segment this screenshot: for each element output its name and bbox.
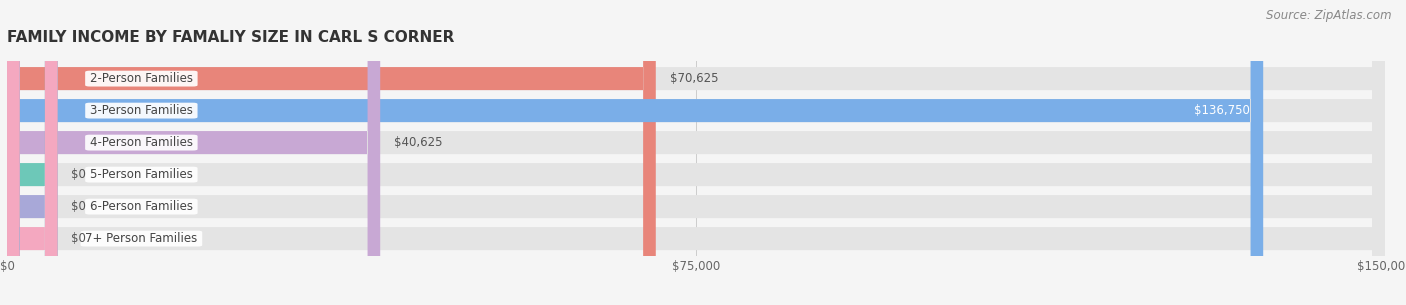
Text: $0: $0 [72,232,86,245]
FancyBboxPatch shape [7,0,58,305]
FancyBboxPatch shape [7,0,58,305]
FancyBboxPatch shape [7,0,655,305]
FancyBboxPatch shape [7,0,1385,305]
Text: 7+ Person Families: 7+ Person Families [86,232,197,245]
Text: 4-Person Families: 4-Person Families [90,136,193,149]
FancyBboxPatch shape [7,0,1385,305]
Text: $136,750: $136,750 [1194,104,1250,117]
Text: $70,625: $70,625 [669,72,718,85]
FancyBboxPatch shape [7,0,58,305]
FancyBboxPatch shape [7,0,1385,305]
Text: 3-Person Families: 3-Person Families [90,104,193,117]
Text: $40,625: $40,625 [394,136,443,149]
FancyBboxPatch shape [7,0,1385,305]
FancyBboxPatch shape [7,0,1385,305]
FancyBboxPatch shape [7,0,380,305]
FancyBboxPatch shape [7,0,1385,305]
Text: 6-Person Families: 6-Person Families [90,200,193,213]
Text: FAMILY INCOME BY FAMALIY SIZE IN CARL S CORNER: FAMILY INCOME BY FAMALIY SIZE IN CARL S … [7,30,454,45]
Text: $0: $0 [72,200,86,213]
Text: Source: ZipAtlas.com: Source: ZipAtlas.com [1267,9,1392,22]
FancyBboxPatch shape [7,0,1263,305]
Text: $0: $0 [72,168,86,181]
Text: 2-Person Families: 2-Person Families [90,72,193,85]
Text: 5-Person Families: 5-Person Families [90,168,193,181]
